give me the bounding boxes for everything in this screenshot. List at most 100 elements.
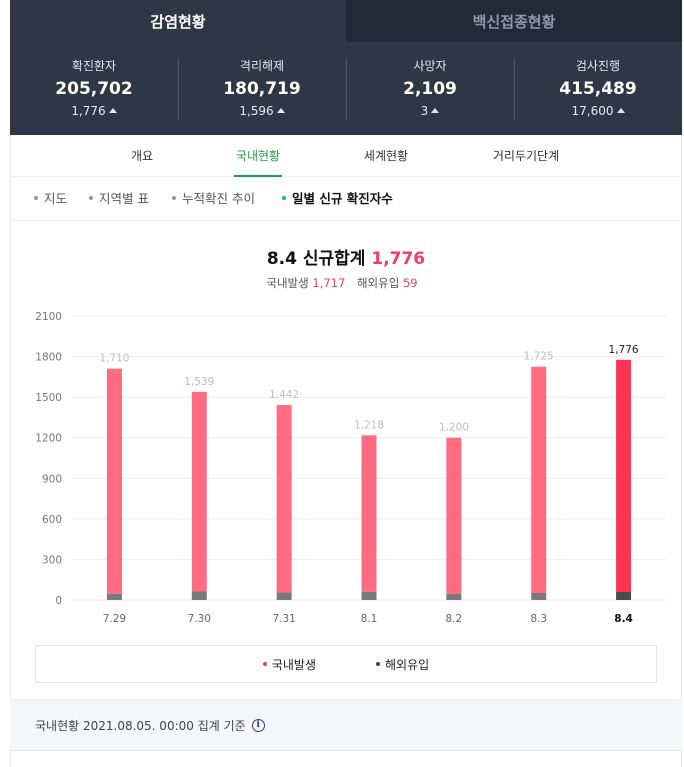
x-tick-label: 8.2 xyxy=(446,613,463,625)
x-tick-label: 7.29 xyxy=(103,613,126,625)
x-tick-label: 8.1 xyxy=(361,613,378,625)
domestic-label: 국내발생 xyxy=(266,276,309,290)
legend-item-overseas: 해외유입 xyxy=(376,656,429,673)
bar-value-label: 1,442 xyxy=(269,389,299,401)
chart-filters: 지도 지역별 표 누적확진 추이 일별 신규 확진자수 xyxy=(10,177,682,221)
stat-delta: 1,776 xyxy=(10,103,178,119)
legend-label: 국내발생 xyxy=(271,657,316,672)
filter-label: 누적확진 추이 xyxy=(182,191,255,206)
x-tick-label: 7.30 xyxy=(188,613,211,625)
bar-overseas xyxy=(106,593,122,600)
stat-delta: 17,600 xyxy=(514,103,682,119)
stat-value: 415,489 xyxy=(559,79,637,99)
stats-panel: 확진환자 205,702 1,776 격리해제 180,719 1,596 사망… xyxy=(10,42,682,135)
info-icon[interactable]: i xyxy=(251,718,265,732)
filter-map[interactable]: 지도 xyxy=(34,177,67,221)
y-tick-label: 600 xyxy=(42,514,62,526)
tab-world[interactable]: 세계현황 xyxy=(363,149,409,163)
tab-overview[interactable]: 개요 xyxy=(130,149,154,163)
bar-value-label: 1,200 xyxy=(439,422,469,434)
bar-domestic xyxy=(616,359,632,593)
up-arrow-icon xyxy=(108,108,117,113)
overseas-label: 해외유입 xyxy=(356,276,400,290)
bar-overseas xyxy=(276,592,292,600)
chart-title: 8.4 신규합계 1,776 xyxy=(10,244,682,269)
bar-value-label: 1,710 xyxy=(99,353,129,365)
bullet-icon xyxy=(282,196,286,200)
footer-text: 국내현황 2021.08.05. 00:00 집계 기준 xyxy=(35,718,246,733)
bar-domestic xyxy=(191,391,207,592)
stat-value: 180,719 xyxy=(223,79,301,99)
y-tick-label: 2100 xyxy=(35,311,62,323)
tab-infection-status[interactable]: 감염현황 xyxy=(10,0,346,42)
stat-label: 사망자 xyxy=(413,59,447,73)
filter-label: 지역별 표 xyxy=(99,191,149,206)
y-tick-label: 1800 xyxy=(35,352,62,364)
daily-cases-chart: 0 300 600 900 1200 1500 1800 2100 1,710 7.29 1,539… xyxy=(35,311,666,625)
up-arrow-icon xyxy=(276,108,285,113)
bar-domestic xyxy=(276,404,292,593)
bar-domestic xyxy=(106,368,122,594)
chart-subtitle: 국내발생 1,717 해외유입 59 xyxy=(10,275,682,291)
overseas-value: 59 xyxy=(402,276,418,290)
legend-dot-icon xyxy=(376,661,380,666)
stat-released: 격리해제 180,719 1,596 xyxy=(178,58,346,135)
bar-domestic xyxy=(446,437,462,594)
filter-region-table[interactable]: 지역별 표 xyxy=(89,177,149,221)
stat-label: 격리해제 xyxy=(239,59,285,73)
tab-distancing-level[interactable]: 거리두기단계 xyxy=(492,149,560,163)
bar-overseas xyxy=(446,593,462,600)
bar-value-label: 1,539 xyxy=(184,376,214,388)
tab-domestic[interactable]: 국내현황 xyxy=(233,135,283,177)
stat-deaths: 사망자 2,109 3 xyxy=(346,58,514,135)
stat-value: 205,702 xyxy=(55,79,133,99)
x-tick-label: 8.3 xyxy=(530,613,547,625)
bar-domestic xyxy=(531,366,547,593)
y-tick-label: 1500 xyxy=(35,392,62,404)
legend-item-domestic: 국내발생 xyxy=(262,656,316,673)
bar-value-label: 1,725 xyxy=(524,351,554,363)
bar-overseas xyxy=(616,592,632,600)
stat-testing: 검사진행 415,489 17,600 xyxy=(514,58,682,135)
stat-delta: 3 xyxy=(346,103,514,119)
data-basis-footer: 국내현황 2021.08.05. 00:00 집계 기준 i xyxy=(10,699,682,751)
bar-overseas xyxy=(361,591,377,600)
delta-value: 17,600 xyxy=(571,104,614,118)
domestic-value: 1,717 xyxy=(312,276,346,290)
bullet-icon xyxy=(34,196,38,200)
stat-delta: 1,596 xyxy=(178,103,346,119)
stat-label: 확진환자 xyxy=(71,59,117,73)
sub-tabs: 개요 국내현황 세계현황 거리두기단계 xyxy=(10,135,682,177)
top-tabs: 감염현황 백신접종현황 xyxy=(10,0,682,42)
bar-overseas xyxy=(191,591,207,600)
y-tick-label: 0 xyxy=(55,595,62,607)
legend-dot-icon xyxy=(262,661,267,666)
delta-value: 1,776 xyxy=(71,104,106,118)
filter-label: 일별 신규 확진자수 xyxy=(292,191,393,206)
bar-value-label: 1,776 xyxy=(609,344,639,356)
tab-vaccination-status[interactable]: 백신접종현황 xyxy=(346,0,682,42)
y-tick-label: 300 xyxy=(42,554,62,566)
x-tick-label: 7.31 xyxy=(272,613,295,625)
x-tick-label: 8.4 xyxy=(614,613,633,625)
legend-label: 해외유입 xyxy=(385,657,430,672)
stat-confirmed: 확진환자 205,702 1,776 xyxy=(10,58,178,135)
filter-label: 지도 xyxy=(44,191,68,206)
bullet-icon xyxy=(89,196,93,200)
bullet-icon xyxy=(172,196,176,200)
delta-value: 3 xyxy=(420,104,429,118)
stat-label: 검사진행 xyxy=(575,59,621,73)
bar-value-label: 1,218 xyxy=(354,419,384,431)
bar-domestic xyxy=(361,435,377,592)
filter-cumulative-trend[interactable]: 누적확진 추이 xyxy=(172,177,255,221)
up-arrow-icon xyxy=(431,108,440,113)
chart-legend: 국내발생 해외유입 xyxy=(35,645,657,683)
y-tick-label: 1200 xyxy=(35,433,62,445)
chart-total: 1,776 xyxy=(371,249,426,269)
chart-title-text: 8.4 신규합계 xyxy=(266,249,366,269)
stat-value: 2,109 xyxy=(403,79,457,99)
filter-daily-new[interactable]: 일별 신규 확진자수 xyxy=(282,177,393,221)
up-arrow-icon xyxy=(616,108,625,113)
delta-value: 1,596 xyxy=(239,104,274,118)
y-tick-label: 900 xyxy=(42,473,62,485)
